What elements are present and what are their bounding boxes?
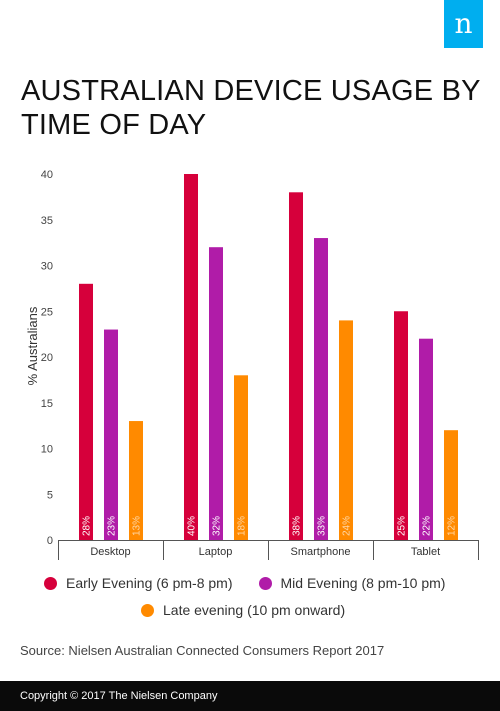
- bar: [129, 421, 143, 540]
- bar-value-label: 25%: [397, 516, 408, 536]
- bar-value-label: 38%: [292, 516, 303, 536]
- bar: [394, 311, 408, 540]
- y-tick-label: 15: [41, 398, 53, 410]
- legend-item: Early Evening (6 pm-8 pm): [44, 575, 233, 591]
- y-tick-label: 20: [41, 352, 53, 364]
- bar: [444, 430, 458, 540]
- legend-label: Mid Evening (8 pm-10 pm): [280, 575, 446, 591]
- y-tick-label: 0: [47, 535, 53, 547]
- bar-chart: 0 5 10 15 20 25 30 35 40 % Australians 28% 23% 13%…: [25, 169, 479, 560]
- bar-value-label: 23%: [107, 516, 118, 536]
- bar: [209, 247, 223, 540]
- bar: [104, 329, 118, 540]
- bar: [79, 283, 93, 540]
- bar: [339, 320, 353, 540]
- bar-value-label: 32%: [212, 516, 223, 536]
- bar-value-label: 22%: [422, 516, 433, 536]
- bar: [289, 192, 303, 541]
- nielsen-logo: n: [444, 0, 483, 48]
- legend-label: Late evening (10 pm onward): [163, 602, 346, 618]
- x-tick-label: Laptop: [199, 546, 233, 558]
- bar-value-label: 28%: [82, 516, 93, 536]
- bar-value-label: 33%: [317, 516, 328, 536]
- x-tick-label: Tablet: [411, 546, 440, 558]
- legend-item: Mid Evening (8 pm-10 pm): [258, 575, 446, 591]
- bars: 28% 23% 13% 40% 32% 18% 38% 33% 24% 25% 22% 12%: [79, 174, 458, 541]
- legend-swatch: [44, 576, 57, 590]
- bar: [184, 174, 198, 540]
- bar-value-label: 12%: [447, 516, 458, 536]
- copyright-text: Copyright © 2017 The Nielsen Company: [20, 690, 218, 702]
- x-tick-label: Desktop: [90, 546, 130, 558]
- bar-value-label: 18%: [237, 516, 248, 536]
- bar: [314, 238, 328, 541]
- legend-item: Late evening (10 pm onward): [141, 602, 345, 618]
- legend-row-2: Late evening (10 pm onward): [141, 602, 371, 618]
- y-tick-label: 25: [41, 306, 53, 318]
- legend-label: Early Evening (6 pm-8 pm): [66, 575, 233, 591]
- y-tick-label: 35: [41, 215, 53, 227]
- x-axis: Desktop Laptop Smartphone Tablet: [58, 540, 479, 560]
- legend-row-1: Early Evening (6 pm-8 pm) Mid Evening (8 …: [44, 575, 471, 591]
- bar: [419, 338, 433, 540]
- legend-swatch: [258, 576, 272, 590]
- y-axis-label: % Australians: [25, 306, 40, 385]
- bar: [234, 375, 248, 540]
- bar-value-label: 40%: [187, 516, 198, 536]
- y-tick-label: 40: [41, 169, 53, 181]
- x-tick-label: Smartphone: [291, 546, 351, 558]
- chart-title: AUSTRALIAN DEVICE USAGE BY TIME OF DAY: [21, 75, 481, 141]
- y-axis-ticks: 0 5 10 15 20 25 30 35 40: [41, 169, 53, 547]
- bar-value-label: 24%: [342, 516, 353, 536]
- bar-value-label: 13%: [132, 516, 143, 536]
- footer-bar: Copyright © 2017 The Nielsen Company: [0, 681, 500, 711]
- y-tick-label: 30: [41, 261, 53, 273]
- y-tick-label: 10: [41, 444, 53, 456]
- source-note: Source: Nielsen Australian Connected Con…: [20, 643, 385, 658]
- legend-swatch: [141, 603, 154, 617]
- y-tick-label: 5: [47, 489, 53, 501]
